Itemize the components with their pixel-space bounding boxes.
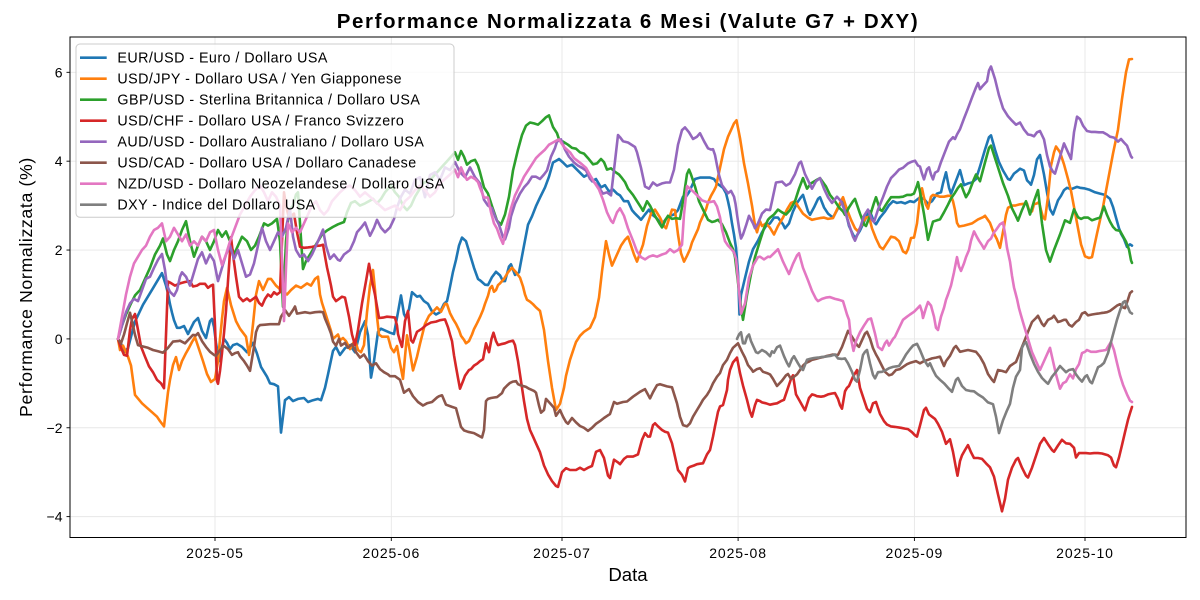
- svg-text:0: 0: [55, 331, 63, 347]
- svg-text:2025-09: 2025-09: [886, 545, 944, 561]
- svg-text:2: 2: [55, 242, 63, 258]
- svg-text:AUD/USD - Dollaro Australiano: AUD/USD - Dollaro Australiano / Dollaro …: [117, 135, 424, 151]
- svg-text:EUR/USD - Euro / Dollaro USA: EUR/USD - Euro / Dollaro USA: [117, 51, 327, 67]
- svg-text:2025-08: 2025-08: [709, 545, 767, 561]
- svg-text:2025-06: 2025-06: [362, 545, 420, 561]
- svg-text:NZD/USD - Dollaro Neozelandese: NZD/USD - Dollaro Neozelandese / Dollaro…: [117, 177, 444, 193]
- svg-text:USD/CHF - Dollaro USA / Franco: USD/CHF - Dollaro USA / Franco Svizzero: [117, 114, 404, 130]
- svg-text:−4: −4: [47, 509, 63, 525]
- svg-text:USD/JPY - Dollaro USA / Yen Gi: USD/JPY - Dollaro USA / Yen Giapponese: [117, 72, 402, 88]
- svg-text:Performance Normalizzata 6 Mes: Performance Normalizzata 6 Mesi (Valute …: [337, 10, 920, 33]
- svg-text:Performance Normalizzata (%): Performance Normalizzata (%): [16, 157, 36, 417]
- svg-text:2025-07: 2025-07: [533, 545, 591, 561]
- svg-text:Data: Data: [608, 564, 648, 585]
- svg-text:USD/CAD - Dollaro USA / Dollar: USD/CAD - Dollaro USA / Dollaro Canadese: [117, 156, 416, 172]
- svg-text:−2: −2: [47, 420, 63, 436]
- svg-text:4: 4: [55, 153, 63, 169]
- svg-text:GBP/USD - Sterlina Britannica: GBP/USD - Sterlina Britannica / Dollaro …: [117, 93, 420, 109]
- svg-text:2025-05: 2025-05: [186, 545, 244, 561]
- svg-text:2025-10: 2025-10: [1056, 545, 1114, 561]
- svg-text:DXY - Indice del Dollaro USA: DXY - Indice del Dollaro USA: [117, 198, 315, 214]
- svg-text:6: 6: [55, 64, 63, 80]
